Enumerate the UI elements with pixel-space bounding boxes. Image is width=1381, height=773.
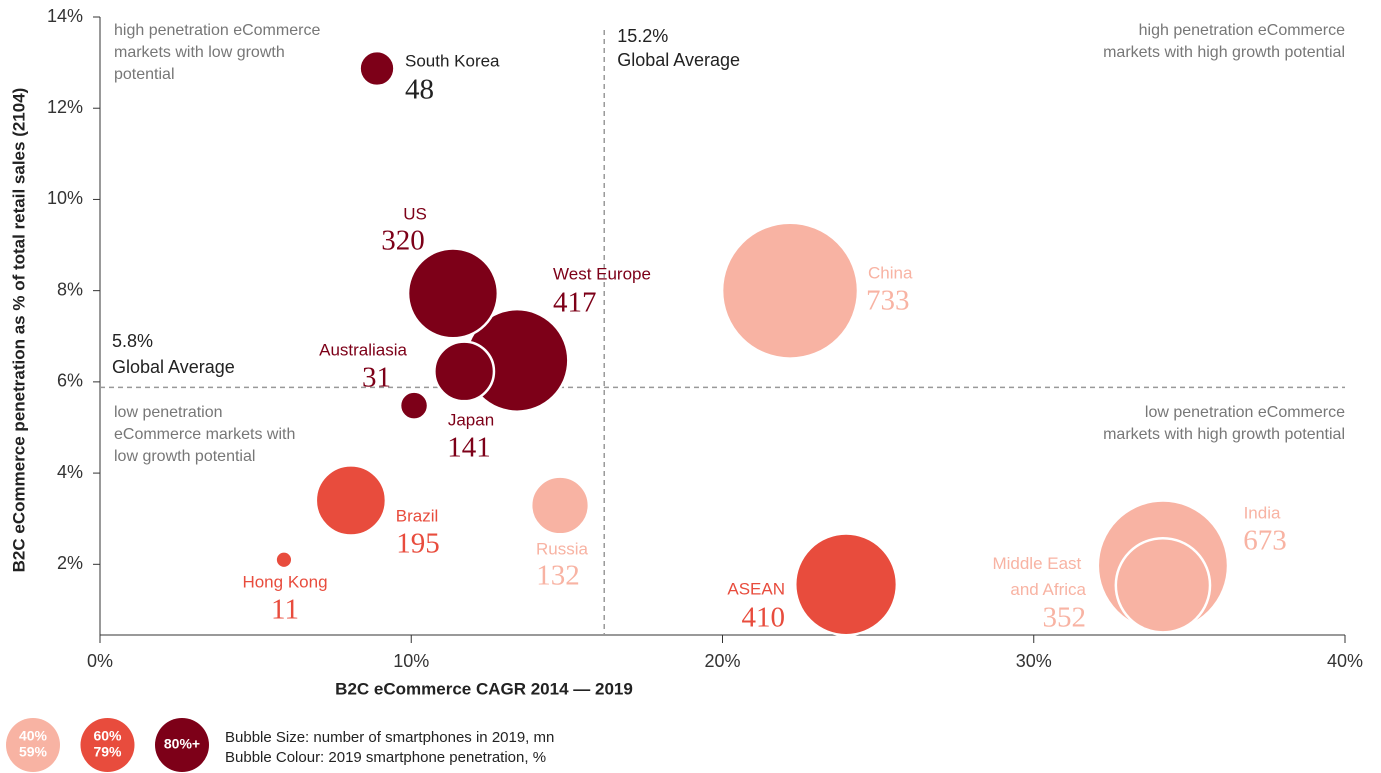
y-tick-label: 6% [57,371,83,391]
legend-label: 80%+ [164,736,200,752]
point-label: China [868,263,913,282]
point-value: 352 [1043,602,1087,634]
legend-note: Bubble Size: number of smartphones in 20… [225,729,554,746]
quadrant-note: low penetration [114,404,223,421]
quadrant-note: potential [114,66,175,83]
point-value: 410 [742,602,786,634]
legend-swatch [6,718,60,772]
quadrant-note: high penetration eCommerce [114,22,320,39]
bubble [358,49,396,88]
y-tick-label: 8% [57,279,83,299]
point-value: 733 [866,285,910,317]
point-value: 320 [381,225,425,257]
x-tick-label: 0% [87,651,113,671]
bubble [314,464,388,537]
bubble [720,221,860,360]
legend-swatch [80,718,135,772]
point-label: ASEAN [727,579,785,598]
bubble [1114,536,1212,634]
legend-note: Bubble Colour: 2019 smartphone penetrati… [225,749,546,766]
bubble [433,340,496,403]
legend-label: 79% [93,744,122,760]
quadrant-note: markets with high growth potential [1103,426,1345,443]
y-tick-label: 14% [47,6,83,26]
point-label: South Korea [405,51,500,70]
point-label: Australiasia [319,340,407,359]
x-tick-label: 30% [1016,651,1052,671]
quadrant-note: eCommerce markets with [114,426,295,443]
point-value: 195 [396,528,440,560]
point-label: Japan [448,410,494,429]
point-value: 11 [271,594,299,626]
quadrant-note: low growth potential [114,448,255,465]
x-tick-label: 20% [704,651,740,671]
bubble [529,475,591,536]
point-label: India [1244,503,1281,522]
point-value: 132 [536,560,580,592]
reference-text: Global Average [617,50,740,70]
x-tick-label: 10% [393,651,429,671]
point-value: 48 [405,74,434,106]
x-tick-label: 40% [1327,651,1363,671]
quadrant-note: low penetration eCommerce [1145,404,1345,421]
reference-text: Global Average [112,357,235,377]
x-axis-label: B2C eCommerce CAGR 2014 — 2019 [335,679,633,698]
bubble [398,390,430,421]
legend-label: 40% [19,728,48,744]
point-value: 31 [362,362,391,394]
reference-value: 15.2% [617,26,668,46]
bubble [274,550,294,570]
point-value: 141 [447,432,491,464]
legend-label: 59% [19,744,48,760]
reference-value: 5.8% [112,331,153,351]
quadrant-note: markets with high growth potential [1103,44,1345,61]
y-tick-label: 10% [47,188,83,208]
point-label: West Europe [553,264,651,283]
point-label: US [403,204,427,223]
point-value: 417 [553,287,597,319]
y-axis-label: B2C eCommerce penetration as % of total … [9,88,28,573]
point-label: Hong Kong [242,572,327,591]
legend-label: 60% [93,728,122,744]
quadrant-note: high penetration eCommerce [1139,22,1345,39]
bubble [793,532,899,637]
point-value: 673 [1243,525,1287,557]
point-label: Middle East and Africa [992,554,1086,599]
point-label: Brazil [396,506,439,525]
point-label: Russia [536,539,589,558]
legend-swatch [155,718,209,772]
quadrant-note: markets with low growth [114,44,285,61]
y-tick-label: 2% [57,553,83,573]
y-tick-label: 12% [47,97,83,117]
y-tick-label: 4% [57,462,83,482]
bubble [406,247,500,340]
